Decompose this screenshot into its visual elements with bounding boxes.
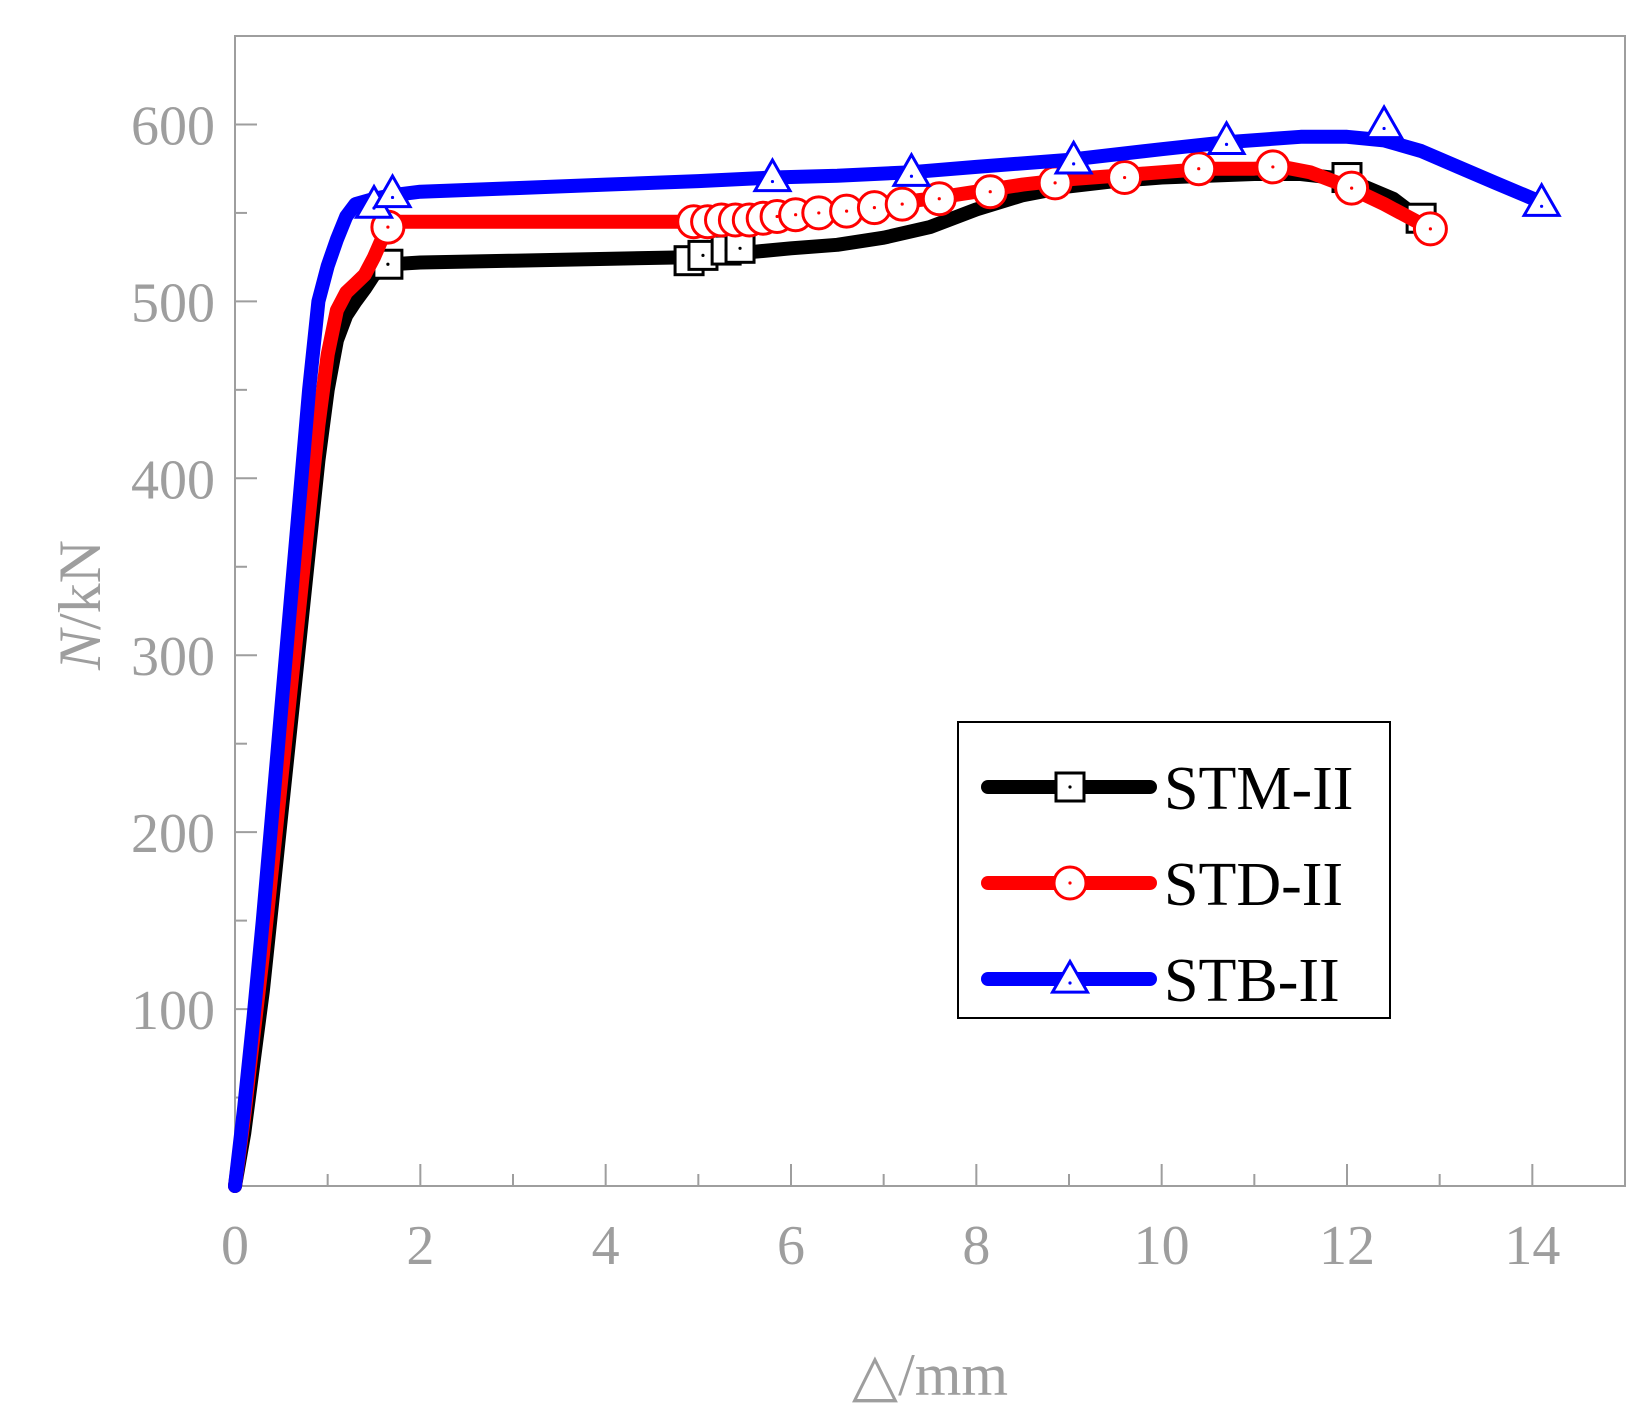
series-marker-dot [1053, 181, 1057, 185]
series-marker-dot [872, 206, 877, 210]
y-tick-label: 500 [131, 272, 215, 334]
series-marker-dot [701, 253, 705, 257]
series-marker-dot [1540, 204, 1544, 208]
legend-label-STM-II: STM-II [1164, 755, 1353, 823]
x-tick-label: 8 [962, 1215, 990, 1277]
x-tick-label: 0 [221, 1215, 249, 1277]
y-tick-label: 200 [131, 803, 215, 865]
y-tick-label: 400 [131, 449, 215, 511]
series-marker-dot [1428, 227, 1432, 231]
legend-label-STD-II: STD-II [1164, 851, 1343, 919]
series-marker-dot [386, 225, 390, 229]
series-marker-square [1054, 771, 1086, 803]
series-marker-dot [390, 195, 395, 200]
series-marker-dot [1350, 186, 1354, 190]
y-axis-ticks: 100 200 300 400 500 600 [131, 95, 257, 1099]
plot-frame [234, 35, 1626, 1187]
series-marker-dot [1224, 142, 1229, 146]
series-marker-triangle [1363, 103, 1405, 140]
x-axis-ticks: 0 2 4 6 8 10 12 14 [221, 1164, 1560, 1277]
legend-label-STB-II: STB-II [1164, 947, 1340, 1015]
series-marker-triangle [1206, 119, 1247, 156]
series-marker-triangle [372, 172, 413, 209]
y-axis-title-variable: N [47, 627, 113, 671]
x-tick-label: 12 [1319, 1215, 1375, 1277]
series-marker-dot [909, 174, 914, 178]
x-tick-label: 6 [777, 1215, 805, 1277]
series-STD-II [228, 149, 1448, 1193]
series-marker-triangle [752, 157, 793, 193]
series-marker-dot [937, 197, 941, 201]
series-marker-dot [1068, 785, 1072, 789]
y-tick-label: 100 [131, 980, 215, 1042]
series-marker-triangle [1053, 139, 1094, 175]
series-STB-II [228, 103, 1562, 1193]
y-tick-label: 600 [131, 95, 215, 157]
series-marker-triangle [1049, 958, 1091, 994]
legend-box [957, 721, 1391, 1019]
x-tick-label: 4 [592, 1215, 620, 1277]
series-marker-dot [1271, 165, 1275, 169]
series-marker-dot [900, 202, 904, 206]
series-marker-dot [845, 209, 849, 213]
series-marker-dot [817, 211, 821, 215]
series-layer [228, 103, 1562, 1193]
x-tick-label: 14 [1504, 1215, 1560, 1277]
series-marker-triangle [891, 151, 932, 187]
series-marker-dot [1197, 167, 1201, 171]
series-marker-dot [988, 190, 992, 194]
series-marker-dot [794, 213, 798, 217]
series-marker-dot [775, 214, 779, 219]
y-tick-label: 300 [131, 626, 215, 688]
series-marker-dot [386, 262, 390, 266]
series-marker-triangle [1521, 181, 1562, 217]
y-axis-title: N/kN [47, 540, 113, 671]
series-marker-dot [1068, 981, 1072, 985]
series-marker-dot [1123, 175, 1127, 180]
x-tick-label: 10 [1134, 1215, 1190, 1277]
series-marker-dot [738, 246, 742, 250]
x-axis-title: △/mm [852, 1342, 1008, 1408]
series-line-STB-II [228, 129, 1549, 1193]
legend: STM-II STD-II STB-II [957, 721, 1391, 1019]
x-tick-label: 2 [406, 1215, 434, 1277]
series-marker-dot [1382, 126, 1386, 131]
series-marker-dot [1068, 881, 1072, 885]
series-marker-dot [1072, 162, 1076, 166]
y-axis-title-unit: /kN [47, 540, 113, 630]
series-marker-dot [770, 179, 775, 184]
